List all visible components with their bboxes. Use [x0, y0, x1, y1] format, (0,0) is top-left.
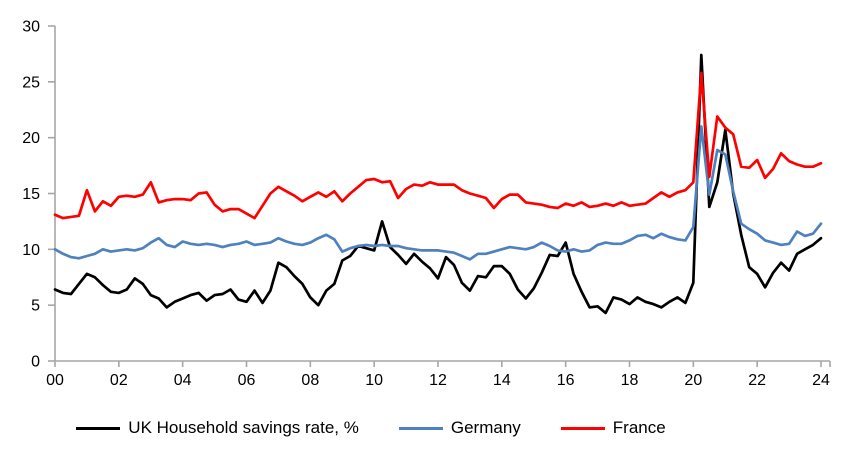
x-axis-tick-label: 10	[365, 372, 383, 389]
x-axis-tick-label: 02	[110, 372, 128, 389]
legend-label-france: France	[612, 418, 666, 437]
x-axis-tick-label: 04	[174, 372, 192, 389]
x-axis-tick-label: 06	[238, 372, 256, 389]
y-axis-tick-label: 25	[22, 74, 40, 91]
legend: UK Household savings rate, % Germany Fra…	[0, 418, 852, 438]
legend-item-uk: UK Household savings rate, %	[76, 418, 359, 438]
france-line-swatch-icon	[560, 426, 605, 430]
germany-line-swatch-icon	[398, 426, 443, 430]
y-axis-tick-label: 30	[22, 19, 40, 36]
series-line-germany	[53, 125, 823, 261]
x-axis-tick-label: 22	[748, 372, 766, 389]
legend-label-germany: Germany	[450, 418, 521, 437]
x-axis-tick-label: 08	[301, 372, 319, 389]
x-axis-tick-label: 18	[621, 372, 639, 389]
uk-line-swatch-icon	[76, 426, 121, 430]
x-axis-tick-label: 24	[812, 372, 830, 389]
x-axis-tick-label: 20	[684, 372, 702, 389]
series-line-uk	[53, 53, 823, 315]
y-axis-tick-label: 0	[31, 354, 40, 371]
y-axis-tick-label: 10	[22, 242, 40, 259]
x-axis-tick-label: 12	[429, 372, 447, 389]
x-axis-tick-label: 16	[557, 372, 575, 389]
y-axis-tick-label: 5	[31, 298, 40, 315]
y-axis-tick-label: 15	[22, 186, 40, 203]
series-line-france	[53, 71, 823, 220]
x-axis-tick-label: 00	[46, 372, 64, 389]
legend-item-france: France	[560, 418, 666, 438]
legend-item-germany: Germany	[398, 418, 521, 438]
legend-label-uk: UK Household savings rate, %	[128, 418, 359, 437]
x-axis-tick-label: 14	[493, 372, 511, 389]
plot-area: 0 5 10 15 20 25 30 00 02 04 06 08 10 12 14 16 18 20 22 24	[22, 19, 831, 389]
y-axis-tick-label: 20	[22, 130, 40, 147]
